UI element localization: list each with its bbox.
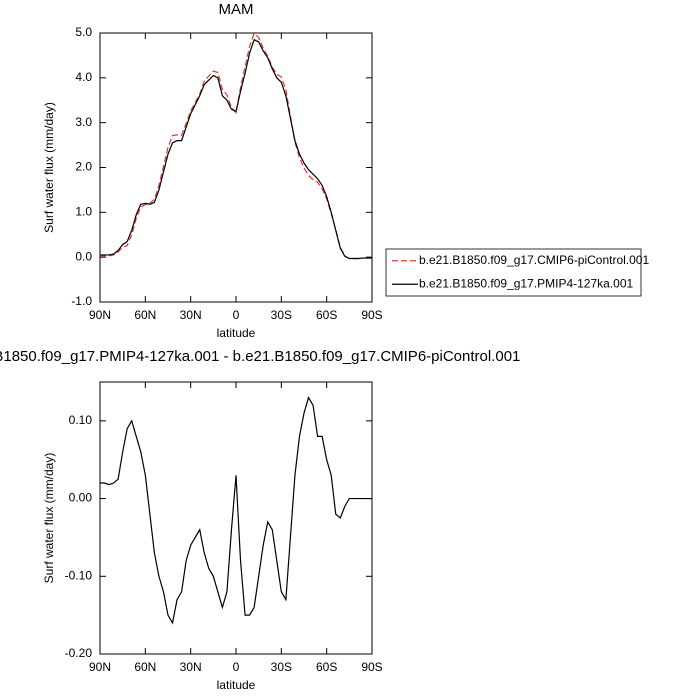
legend-label: b.e21.B1850.f09_g17.CMIP6-piControl.001: [419, 253, 649, 267]
x-tick-label: 30S: [271, 308, 292, 322]
x-tick-label: 90S: [361, 660, 382, 674]
series-line: [100, 32, 372, 260]
x-tick-label: 60S: [316, 308, 337, 322]
y-tick-label: 2.0: [75, 160, 92, 174]
x-tick-label: 30S: [271, 660, 292, 674]
plot-frame: [99, 381, 373, 655]
x-axis-label: latitude: [217, 678, 256, 692]
x-tick-label: 90N: [89, 308, 111, 322]
x-tick-label: 30N: [180, 308, 202, 322]
y-axis-label: Surf water flux (mm/day): [42, 102, 56, 233]
x-tick-label: 90N: [89, 660, 111, 674]
series-line: [100, 38, 372, 260]
y-tick-label: 5.0: [75, 25, 92, 39]
x-tick-label: 30N: [180, 660, 202, 674]
x-tick-label: 0: [233, 308, 240, 322]
chart-title: b.e21.B1850.f09_g17.PMIP4-127ka.001 - b.…: [0, 348, 520, 365]
y-axis-label: Surf water flux (mm/day): [42, 453, 56, 584]
y-tick-label: -0.20: [65, 646, 93, 660]
x-axis-label: latitude: [217, 326, 256, 340]
y-tick-label: 3.0: [75, 115, 92, 129]
y-tick-label: 0.10: [69, 413, 93, 427]
x-tick-label: 0: [233, 660, 240, 674]
y-tick-label: 4.0: [75, 70, 92, 84]
y-tick-label: -0.10: [65, 568, 93, 582]
y-tick-label: -1.0: [71, 294, 92, 308]
legend-label: b.e21.B1850.f09_g17.PMIP4-127ka.001: [419, 276, 633, 290]
legend-box: [385, 248, 642, 297]
x-tick-label: 60N: [134, 660, 156, 674]
x-tick-label: 60S: [316, 660, 337, 674]
y-tick-label: 0.0: [75, 249, 92, 263]
y-tick-label: 0.00: [69, 491, 93, 505]
series-line: [100, 396, 372, 625]
x-tick-label: 90S: [361, 308, 382, 322]
y-tick-label: 1.0: [75, 205, 92, 219]
x-tick-label: 60N: [134, 308, 156, 322]
plot-frame: [99, 32, 373, 303]
chart-title: MAM: [219, 1, 254, 18]
